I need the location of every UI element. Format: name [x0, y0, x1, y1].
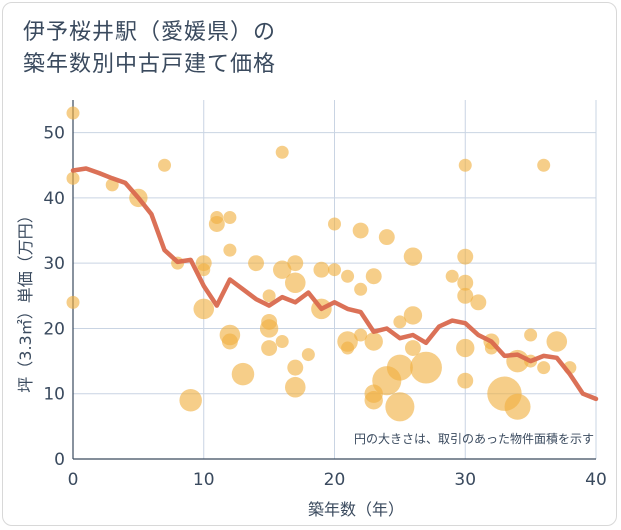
data-bubble [231, 362, 255, 386]
x-tick-label: 40 [585, 470, 607, 490]
tick-labels: 0 10 20 30 40 0 10 20 30 40 50 [43, 124, 606, 490]
x-axis-label: 築年数（年） [308, 500, 404, 519]
data-bubble [221, 333, 238, 350]
data-bubble [341, 341, 355, 355]
trend-line-series [70, 166, 599, 402]
data-bubble [158, 158, 172, 172]
x-tick-label: 20 [324, 470, 346, 490]
data-bubble [275, 145, 289, 159]
data-bubble [287, 255, 304, 272]
data-bubble [445, 269, 459, 283]
data-bubble [456, 338, 475, 358]
data-bubble [537, 158, 551, 172]
x-tick-label: 10 [193, 470, 215, 490]
data-bubble [364, 332, 383, 351]
data-bubble [378, 229, 395, 246]
data-bubble [404, 340, 421, 356]
data-bubble [458, 158, 472, 172]
data-bubble [457, 287, 474, 304]
data-bubble [410, 351, 442, 384]
data-bubble [341, 269, 355, 283]
data-bubble [223, 210, 237, 224]
data-bubble [66, 106, 80, 120]
data-bubble [197, 263, 211, 277]
chart-title-line-1: 伊予桜井駅（愛媛県）の [23, 20, 277, 45]
chart-title-line-2: 築年数別中古戸建て価格 [23, 52, 277, 77]
data-bubble [457, 248, 474, 265]
data-bubble [457, 372, 474, 389]
x-tick-label: 0 [68, 470, 79, 490]
y-tick-label: 30 [43, 254, 65, 274]
data-bubble [261, 340, 278, 356]
data-bubble [179, 388, 202, 412]
data-bubble [354, 328, 368, 342]
chart-frame: 伊予桜井駅（愛媛県）の 築年数別中古戸建て価格 [2, 2, 617, 526]
data-bubble [284, 272, 306, 294]
data-bubble [66, 171, 80, 185]
axes [72, 100, 596, 460]
data-bubble [259, 319, 279, 338]
data-bubble [393, 315, 407, 329]
y-tick-label: 0 [54, 450, 65, 470]
y-tick-label: 40 [43, 189, 65, 209]
data-bubble [386, 354, 413, 381]
data-bubble [313, 261, 330, 278]
data-bubble [364, 391, 383, 410]
bubble-size-note: 円の大きさは、取引のあった物件面積を示す [354, 431, 594, 446]
data-bubble [301, 348, 315, 362]
data-bubble [273, 260, 292, 279]
data-bubble [66, 295, 80, 309]
data-bubble [385, 392, 415, 422]
y-axis-label: 坪（3.3㎡）単価（万円） [16, 207, 35, 392]
y-tick-label: 10 [43, 385, 65, 405]
data-bubble [365, 268, 382, 285]
trend-line [70, 166, 599, 402]
data-bubble [403, 247, 423, 266]
data-bubble [546, 331, 568, 352]
y-tick-label: 50 [43, 124, 65, 144]
data-bubble [504, 393, 531, 420]
x-tick-label: 30 [454, 470, 476, 490]
data-bubble [223, 243, 237, 257]
data-bubble [208, 216, 225, 232]
bubble-series [66, 106, 577, 422]
data-bubble [275, 335, 289, 349]
data-bubble [537, 361, 551, 375]
data-bubble [193, 298, 215, 320]
data-bubble [328, 263, 341, 277]
data-bubble [354, 282, 368, 296]
data-bubble [470, 294, 487, 311]
data-bubble [524, 328, 538, 342]
data-bubble [328, 217, 341, 231]
chart-title: 伊予桜井駅（愛媛県）の 築年数別中古戸建て価格 [23, 17, 276, 81]
data-bubble [287, 359, 304, 376]
y-tick-label: 20 [43, 319, 65, 339]
data-bubble [284, 376, 306, 398]
data-bubble [262, 289, 276, 303]
data-bubble [352, 222, 369, 239]
data-bubble [403, 306, 423, 325]
data-bubble [248, 255, 265, 272]
data-bubble [457, 274, 474, 291]
